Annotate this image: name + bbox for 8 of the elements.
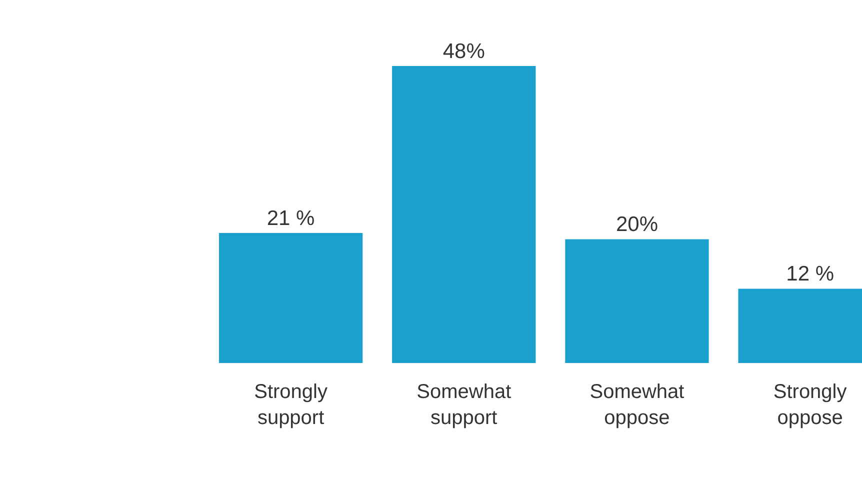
- data-label: 20%: [616, 213, 658, 236]
- data-label: 12 %: [786, 262, 834, 286]
- data-label: 48%: [442, 40, 485, 63]
- x-tick-label: Somewhat oppose: [590, 381, 685, 429]
- x-tick-label: Somewhat support: [416, 381, 512, 429]
- x-tick-label: Strongly support: [254, 381, 328, 429]
- x-tick-label: Strongly oppose: [773, 381, 847, 429]
- data-label: 21 %: [266, 207, 315, 230]
